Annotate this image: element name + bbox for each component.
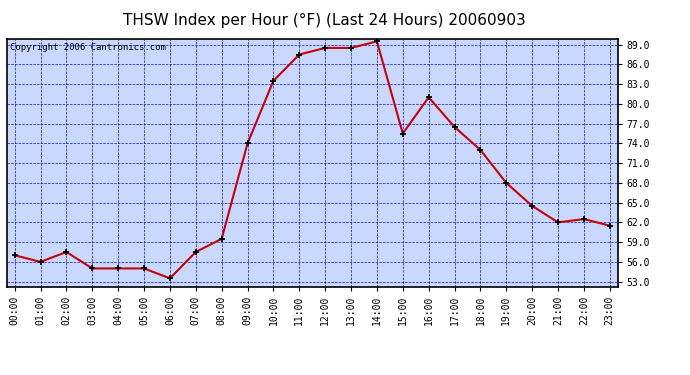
Text: THSW Index per Hour (°F) (Last 24 Hours) 20060903: THSW Index per Hour (°F) (Last 24 Hours)… — [123, 13, 526, 28]
Text: Copyright 2006 Cantronics.com: Copyright 2006 Cantronics.com — [10, 43, 166, 52]
